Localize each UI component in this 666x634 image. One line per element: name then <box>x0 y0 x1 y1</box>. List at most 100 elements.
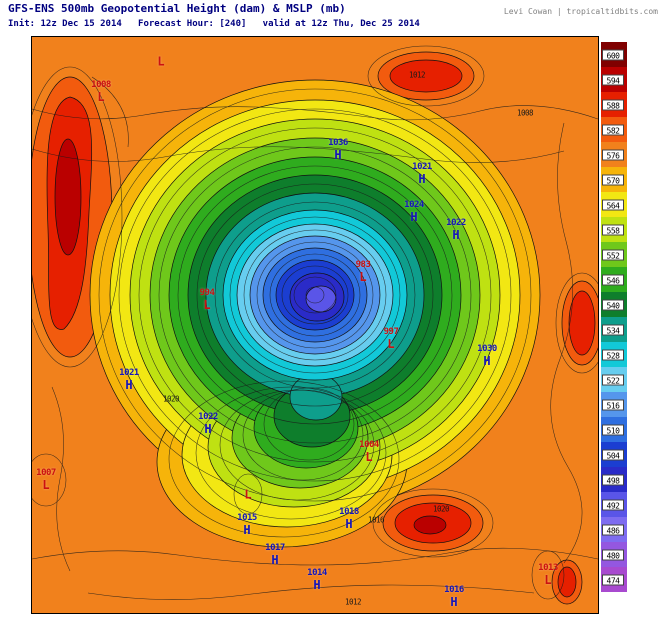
pressure-letter: L <box>359 270 367 284</box>
pressure-letter: H <box>243 523 251 537</box>
colorbar-value-label: 534 <box>602 324 624 335</box>
high-pressure-marker: 1014 H <box>307 568 327 592</box>
colorbar-value-label: 564 <box>602 199 624 210</box>
pressure-value: 994 <box>199 288 215 298</box>
colorbar-cell: 594 <box>601 67 627 92</box>
pressure-letter: H <box>418 172 426 186</box>
colorbar-value-label: 510 <box>602 424 624 435</box>
colorbar-value-label: 486 <box>602 524 624 535</box>
high-pressure-marker: 1022 H <box>446 218 466 242</box>
pressure-value: 1030 <box>477 344 497 354</box>
colorbar-cell: 600 <box>601 42 627 67</box>
pressure-value: 1013 <box>538 563 558 573</box>
colorbar-value-label: 474 <box>602 574 624 585</box>
high-pressure-marker: 1036 H <box>328 138 348 162</box>
high-pressure-marker: 1024 H <box>404 200 424 224</box>
colorbar-cell: 486 <box>601 517 627 542</box>
colorbar-value-label: 552 <box>602 249 624 260</box>
pressure-letter: H <box>483 354 491 368</box>
contour-label: 1020 <box>162 394 180 404</box>
colorbar: 600 594 588 582 576 570 564 558 552 546 540 534 528 5… <box>601 42 627 592</box>
colorbar-cell: 552 <box>601 242 627 267</box>
high-pressure-marker: 1015 H <box>237 513 257 537</box>
colorbar-cell: 474 <box>601 567 627 592</box>
pressure-value: 1021 <box>412 162 432 172</box>
colorbar-cell: 534 <box>601 317 627 342</box>
high-pressure-marker: 1018 H <box>339 507 359 531</box>
pressure-letter: L <box>157 54 165 69</box>
pressure-letter: L <box>365 450 373 464</box>
colorbar-value-label: 582 <box>602 124 624 135</box>
pressure-value: 1014 <box>307 568 327 578</box>
credit-text: Levi Cowan | tropicaltidbits.com <box>503 7 658 16</box>
pressure-value: 1008 <box>91 80 111 90</box>
pressure-value: 983 <box>355 260 371 270</box>
pressure-letter: H <box>410 210 418 224</box>
pressure-letter: L <box>387 337 395 351</box>
colorbar-value-label: 522 <box>602 374 624 385</box>
pressure-value: 1024 <box>404 200 424 210</box>
high-pressure-marker: 1022 H <box>198 412 218 436</box>
colorbar-value-label: 570 <box>602 174 624 185</box>
colorbar-value-label: 600 <box>602 49 624 60</box>
low-pressure-marker: 1013 L <box>538 563 558 587</box>
colorbar-value-label: 504 <box>602 449 624 460</box>
high-pressure-marker: 1016 H <box>444 585 464 609</box>
pressure-letter: H <box>452 228 460 242</box>
low-pressure-marker: 983 L <box>355 260 371 284</box>
marker-layer: 1008 L L 1036 H 1021 H 1024 H 1022 H 983 L 994 L 997 L 10… <box>32 37 598 613</box>
pressure-value: 1022 <box>198 412 218 422</box>
pressure-letter: H <box>450 595 458 609</box>
colorbar-cell: 540 <box>601 292 627 317</box>
pressure-value: 1017 <box>265 543 285 553</box>
high-pressure-marker: 1017 H <box>265 543 285 567</box>
colorbar-value-label: 498 <box>602 474 624 485</box>
contour-lines <box>32 45 598 600</box>
colorbar-value-label: 594 <box>602 74 624 85</box>
pressure-value: 1018 <box>339 507 359 517</box>
pressure-value: 1015 <box>237 513 257 523</box>
low-pressure-marker: L <box>244 488 251 501</box>
colorbar-cell: 510 <box>601 417 627 442</box>
pressure-value: 1021 <box>119 368 139 378</box>
colorbar-value-label: 540 <box>602 299 624 310</box>
colorbar-value-label: 558 <box>602 224 624 235</box>
colorbar-cell: 582 <box>601 117 627 142</box>
colorbar-value-label: 528 <box>602 349 624 360</box>
colorbar-cell: 570 <box>601 167 627 192</box>
colorbar-value-label: 492 <box>602 499 624 510</box>
high-pressure-marker: 1030 H <box>477 344 497 368</box>
pressure-letter: L <box>203 298 211 312</box>
colorbar-cell: 588 <box>601 92 627 117</box>
colorbar-cell: 522 <box>601 367 627 392</box>
high-pressure-marker: 1021 H <box>119 368 139 392</box>
pressure-letter: H <box>271 553 279 567</box>
colorbar-value-label: 546 <box>602 274 624 285</box>
low-pressure-marker: 1007 L <box>36 469 56 492</box>
colorbar-cell: 516 <box>601 392 627 417</box>
contour-label: 1012 <box>408 70 426 80</box>
pressure-letter: L <box>244 487 252 502</box>
colorbar-value-label: 480 <box>602 549 624 560</box>
pressure-value: 1016 <box>444 585 464 595</box>
low-pressure-marker: 1008 L <box>91 80 111 104</box>
colorbar-cell: 528 <box>601 342 627 367</box>
low-pressure-marker: 1004 L <box>359 441 379 464</box>
colorbar-cell: 558 <box>601 217 627 242</box>
page-title: GFS-ENS 500mb Geopotential Height (dam) … <box>8 2 346 15</box>
colorbar-cell: 492 <box>601 492 627 517</box>
contour-label: 1016 <box>367 515 385 525</box>
low-pressure-marker: 997 L <box>384 328 399 351</box>
pressure-letter: H <box>334 148 342 162</box>
pressure-letter: H <box>125 378 133 392</box>
pressure-letter: L <box>544 573 552 587</box>
init-forecast-line: Init: 12z Dec 15 2014 Forecast Hour: [24… <box>8 19 420 29</box>
low-pressure-marker: L <box>157 55 164 68</box>
pressure-value: 1022 <box>446 218 466 228</box>
pressure-letter: L <box>97 90 105 104</box>
pressure-value: 1036 <box>328 138 348 148</box>
colorbar-cell: 564 <box>601 192 627 217</box>
colorbar-cell: 546 <box>601 267 627 292</box>
pressure-letter: H <box>345 517 353 531</box>
colorbar-cell: 498 <box>601 467 627 492</box>
